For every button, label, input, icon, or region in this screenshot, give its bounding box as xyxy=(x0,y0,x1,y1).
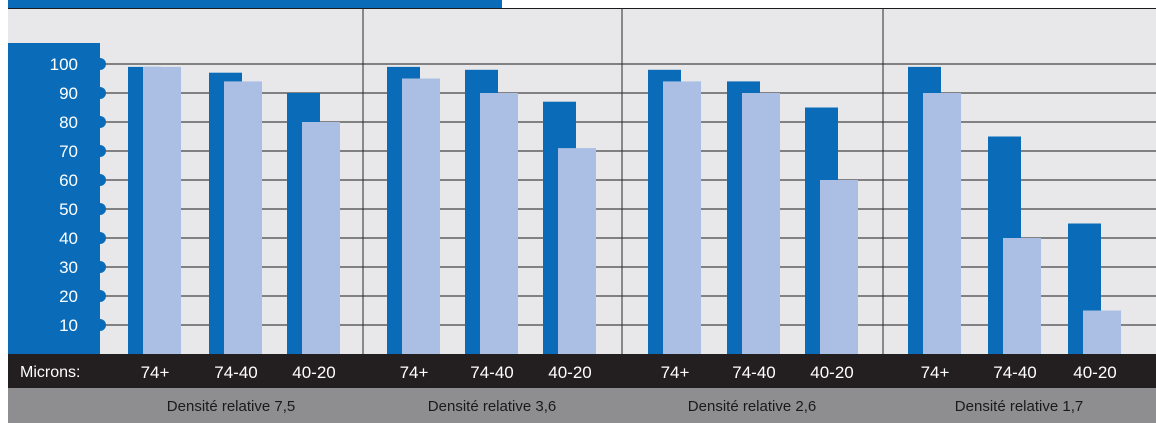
x-tick-g3-3: 40-20 xyxy=(810,363,853,382)
x-tick-g1-2: 74-40 xyxy=(214,363,257,382)
group-labels: Densité relative 7,5 Densité relative 3,6… xyxy=(167,398,1083,415)
bar-light-g3-74+ xyxy=(663,81,701,355)
bar-light-g4-74-40 xyxy=(1003,238,1041,354)
y-tick-100: 100 xyxy=(50,55,78,74)
x-category-labels: 74+ 74-40 40-20 74+ 74-40 40-20 74+ 74-40 40-20 7… xyxy=(141,363,1117,382)
bar-light-g1-74-40 xyxy=(224,81,262,355)
x-tick-g4-1: 74+ xyxy=(921,363,950,382)
x-axis-label: Microns: xyxy=(20,364,80,381)
bar-light-g2-74-40 xyxy=(480,93,518,354)
group-label-3: Densité relative 2,6 xyxy=(688,398,816,415)
y-tick-10: 10 xyxy=(59,316,78,335)
title-tab xyxy=(8,0,502,8)
x-tick-g3-2: 74-40 xyxy=(732,363,775,382)
bars xyxy=(128,66,1121,355)
bar-light-g3-40-20 xyxy=(820,180,858,354)
y-tick-70: 70 xyxy=(59,142,78,161)
x-tick-g3-1: 74+ xyxy=(661,363,690,382)
bar-light-g2-74+ xyxy=(402,78,440,354)
group-label-2: Densité relative 3,6 xyxy=(428,398,556,415)
y-axis-panel xyxy=(8,43,106,354)
y-tick-80: 80 xyxy=(59,113,78,132)
x-tick-g4-2: 74-40 xyxy=(993,363,1036,382)
bar-light-g1-40-20 xyxy=(302,122,340,354)
y-tick-50: 50 xyxy=(59,200,78,219)
bar-light-g3-74-40 xyxy=(742,93,780,354)
x-tick-g2-1: 74+ xyxy=(400,363,429,382)
y-axis: 10 20 30 40 50 60 70 80 90 100 xyxy=(8,43,106,354)
group-label-1: Densité relative 7,5 xyxy=(167,398,295,415)
x-axis-band xyxy=(8,354,1156,388)
y-tick-20: 20 xyxy=(59,287,78,306)
y-tick-60: 60 xyxy=(59,171,78,190)
x-tick-g1-1: 74+ xyxy=(141,363,170,382)
group-dividers xyxy=(8,8,1156,423)
bar-light-g4-74+ xyxy=(923,93,961,354)
bar-light-g1-74+ xyxy=(143,66,181,355)
gridlines xyxy=(100,63,1156,326)
y-tick-90: 90 xyxy=(59,84,78,103)
y-tick-30: 30 xyxy=(59,258,78,277)
footer-band xyxy=(8,388,1156,423)
y-tick-40: 40 xyxy=(59,229,78,248)
bar-light-g2-40-20 xyxy=(558,148,596,354)
x-tick-g4-3: 40-20 xyxy=(1073,363,1116,382)
x-tick-g2-3: 40-20 xyxy=(548,363,591,382)
bar-light-g4-40-20 xyxy=(1083,310,1121,354)
x-tick-g1-3: 40-20 xyxy=(292,363,335,382)
group-label-4: Densité relative 1,7 xyxy=(955,398,1083,415)
x-tick-g2-2: 74-40 xyxy=(470,363,513,382)
